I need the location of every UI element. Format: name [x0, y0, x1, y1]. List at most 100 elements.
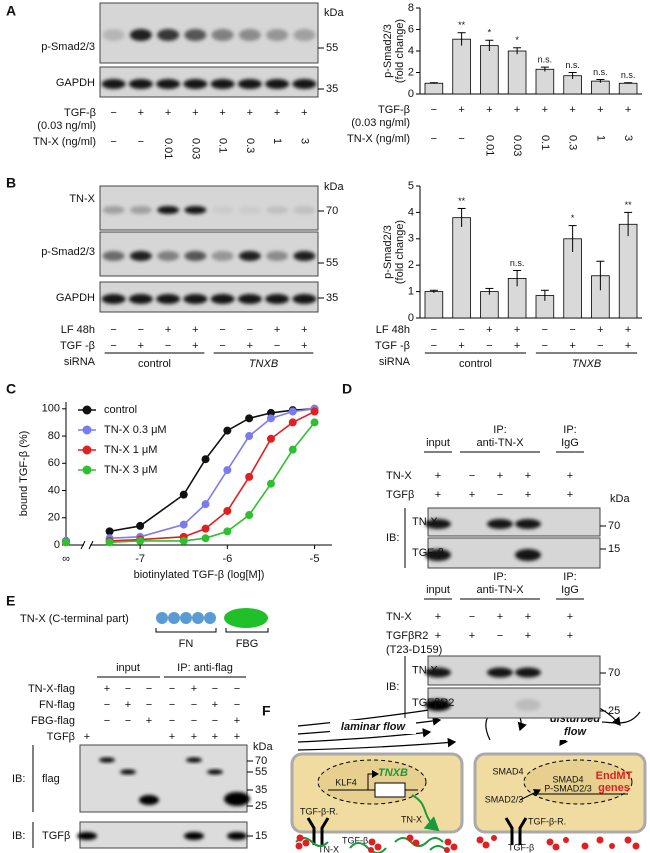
label: + [247, 107, 253, 119]
label: 70 [255, 755, 267, 767]
label: IP: [493, 424, 506, 436]
label: 0.01 [162, 138, 174, 159]
label: input [426, 437, 450, 449]
point [201, 500, 210, 509]
ligand-label: TGF-β [508, 842, 534, 852]
label: + [169, 731, 175, 743]
fbg-domain [224, 608, 268, 628]
receptor-label: TGF-β-R. [300, 806, 338, 816]
label: FBG [236, 638, 259, 650]
label: control [104, 404, 137, 416]
band [266, 29, 289, 41]
bar [452, 38, 471, 95]
label: anti-TN-X [476, 584, 524, 596]
label: LF 48h [376, 324, 410, 336]
receptor-label: TGF-β-R. [528, 816, 566, 826]
band [183, 294, 208, 304]
bar [452, 217, 471, 319]
nucleus [523, 759, 633, 805]
gene-label: TNXB [378, 767, 408, 779]
label: IP: [493, 571, 506, 583]
label: + [514, 324, 520, 336]
label: 1 [408, 286, 414, 298]
label: + [104, 683, 110, 695]
label: + [458, 340, 464, 352]
label: -7 [135, 553, 145, 565]
label: + [212, 731, 218, 743]
band [210, 79, 235, 89]
label: TGFβ [42, 830, 70, 842]
label: − [125, 683, 131, 695]
label: TGF -β [60, 340, 95, 352]
band [224, 792, 250, 806]
band [186, 757, 202, 763]
label: 4 [408, 206, 414, 218]
flow-label-bg [330, 720, 416, 734]
label: − [497, 630, 503, 642]
label: + [192, 107, 198, 119]
band [129, 29, 152, 41]
label: − [458, 133, 464, 145]
label: + [497, 611, 503, 623]
label: − [431, 133, 437, 145]
label: * [488, 28, 492, 38]
label: − [431, 104, 437, 116]
label: + [486, 104, 492, 116]
label: + [212, 699, 218, 711]
label: − [597, 340, 603, 352]
label: + [525, 611, 531, 623]
label: 100 [42, 403, 60, 415]
label: − [169, 699, 175, 711]
band [266, 251, 289, 261]
band [265, 294, 290, 304]
point [245, 511, 254, 520]
label: + [192, 340, 198, 352]
axis-break [84, 541, 90, 549]
legend-marker [82, 405, 92, 415]
label: + [514, 104, 520, 116]
label: 6 [408, 23, 414, 35]
label: − [138, 324, 144, 336]
label: − [497, 489, 503, 501]
label: + [542, 104, 548, 116]
tgfb-clusters [476, 835, 640, 851]
label: 55 [326, 257, 338, 269]
point [245, 414, 254, 423]
band [425, 519, 451, 529]
point [223, 506, 232, 515]
band [211, 206, 234, 214]
label: + [435, 489, 441, 501]
band [99, 757, 115, 763]
label: TN-X [412, 516, 438, 528]
label: kDa [324, 181, 344, 193]
label: + [125, 699, 131, 711]
label: 15 [608, 543, 620, 555]
legend-marker [82, 445, 92, 455]
band [183, 79, 208, 89]
label: − [247, 324, 253, 336]
label: p-Smad2/3 [382, 24, 394, 78]
smad23-label: SMAD2/3 [485, 794, 524, 804]
label: TN-X 0.3 μM [104, 424, 167, 436]
label: 0.03 [189, 138, 201, 159]
label: + [138, 107, 144, 119]
bracket [155, 628, 269, 633]
label: control [459, 358, 492, 370]
receptor [306, 817, 330, 845]
label: − [191, 699, 197, 711]
label: IB: [386, 532, 399, 544]
label: 0.1 [217, 138, 229, 153]
label: − [431, 340, 437, 352]
smad4-label: SMAD4 [492, 766, 523, 776]
label: (0.03 ng/ml) [37, 120, 96, 132]
label: D [342, 381, 352, 397]
label: 0.1 [539, 135, 551, 150]
label: F [262, 703, 271, 719]
label: 35 [326, 83, 338, 95]
point [310, 418, 319, 427]
label: + [569, 340, 575, 352]
label: 70 [326, 205, 338, 217]
band [101, 79, 126, 89]
point [223, 527, 232, 536]
label: ∞ [62, 553, 70, 565]
